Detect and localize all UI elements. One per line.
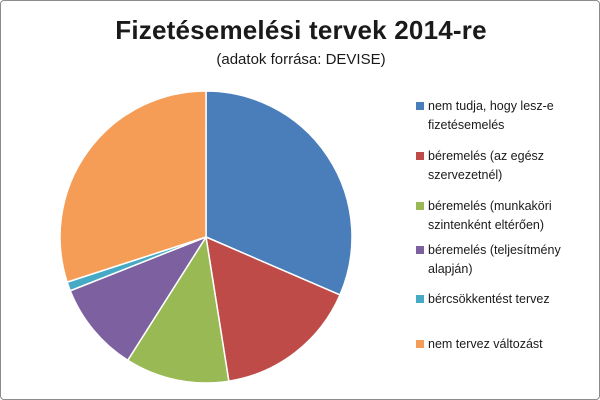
legend-swatch bbox=[416, 102, 424, 110]
legend-label: béremelés (munkaköri szintenként eltérőe… bbox=[428, 199, 552, 232]
legend-label: bércsökkentést tervez bbox=[428, 292, 550, 306]
pie-slices bbox=[59, 90, 353, 384]
legend-swatch bbox=[416, 202, 424, 210]
pie-slice-raise-performance bbox=[69, 236, 207, 362]
legend-label: béremelés (teljesítmény alapján) bbox=[428, 243, 561, 276]
chart-subtitle: (adatok forrása: DEVISE) bbox=[216, 51, 386, 68]
legend-swatch bbox=[416, 340, 424, 348]
legend-label: nem tervez változást bbox=[428, 337, 543, 351]
legend-swatch bbox=[416, 152, 424, 160]
chart-title: Fizetésemelési tervek 2014-re bbox=[115, 15, 487, 45]
legend-label: béremelés (az egész szervezetnél) bbox=[428, 149, 545, 182]
pie-slice-no-change bbox=[59, 90, 207, 283]
pie-slice-unknown bbox=[205, 90, 353, 296]
legend-swatch bbox=[416, 246, 424, 254]
legend-label: nem tudja, hogy lesz-e fizetésemelés bbox=[428, 99, 554, 132]
legend-swatch bbox=[416, 295, 424, 303]
pie-slice-raise-organization bbox=[205, 236, 341, 382]
pie-slice-raise-by-level bbox=[127, 236, 230, 384]
